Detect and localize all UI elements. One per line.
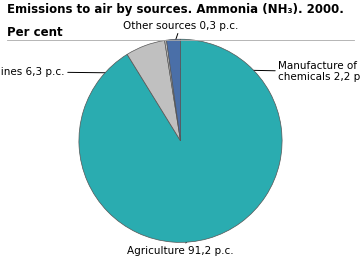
- Text: Other sources 0,3 p.c.: Other sources 0,3 p.c.: [123, 21, 238, 69]
- Wedge shape: [79, 39, 282, 242]
- Wedge shape: [127, 40, 180, 141]
- Wedge shape: [165, 40, 180, 141]
- Text: Petrol engines 6,3 p.c.: Petrol engines 6,3 p.c.: [0, 67, 145, 77]
- Text: Per cent: Per cent: [7, 26, 63, 39]
- Text: Emissions to air by sources. Ammonia (NH₃). 2000.: Emissions to air by sources. Ammonia (NH…: [7, 3, 344, 16]
- Text: Manufacture of
chemicals 2,2 p.c.: Manufacture of chemicals 2,2 p.c.: [174, 61, 361, 82]
- Wedge shape: [166, 39, 180, 141]
- Text: Agriculture 91,2 p.c.: Agriculture 91,2 p.c.: [127, 210, 234, 256]
